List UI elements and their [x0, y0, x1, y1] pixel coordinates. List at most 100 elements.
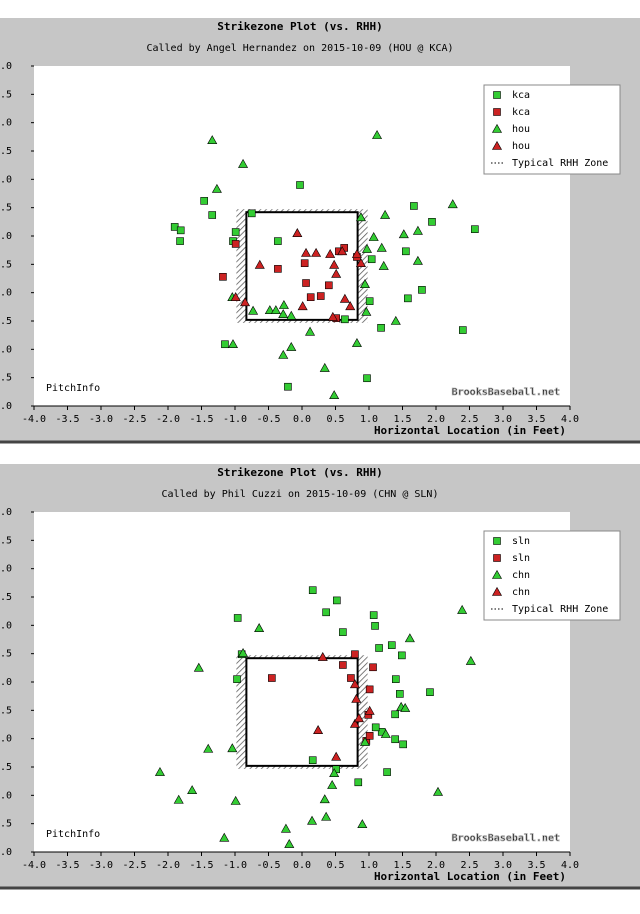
- x-tick-label: 1.0: [360, 414, 378, 425]
- pitch-point: [329, 259, 340, 269]
- pitch-point: [426, 688, 434, 697]
- pitch-point: [380, 729, 391, 738]
- pitch-point: [316, 292, 325, 300]
- legend-marker: [493, 554, 501, 562]
- x-tick-label: 2.0: [427, 860, 445, 871]
- y-tick-label: 5.5: [0, 89, 12, 100]
- x-tick-label: -3.5: [55, 414, 79, 425]
- x-tick-label: 0.0: [293, 414, 311, 425]
- pitch-point: [337, 246, 348, 256]
- pitch-point: [311, 247, 322, 257]
- legend-marker: [493, 537, 501, 545]
- pitch-point: [369, 611, 378, 619]
- pitch-point: [351, 650, 359, 659]
- watermark: BrooksBaseball.net: [452, 387, 560, 398]
- pitch-point: [329, 768, 340, 778]
- pitch-point: [402, 247, 410, 256]
- legend-label: hou: [512, 141, 530, 152]
- pitch-point: [274, 265, 282, 273]
- pitch-point: [307, 815, 318, 825]
- pitch-point: [305, 326, 316, 336]
- y-tick-label: 5.0: [0, 118, 12, 129]
- y-tick-label: 2.5: [0, 259, 12, 270]
- legend-marker: [491, 586, 503, 596]
- y-tick-label: 6.0: [0, 507, 12, 518]
- pitch-point: [292, 228, 303, 237]
- pitch-point: [391, 675, 400, 683]
- pitch-point: [247, 209, 256, 218]
- pitch-point: [284, 838, 295, 848]
- x-tick-label: -0.5: [256, 860, 280, 871]
- zone-inner: [246, 658, 358, 766]
- pitch-point: [286, 310, 297, 320]
- chart-title: Strikezone Plot (vs. RHH): [217, 20, 383, 33]
- pitch-point: [329, 390, 340, 400]
- pitch-point: [390, 315, 401, 325]
- x-tick-label: 3.5: [527, 860, 545, 871]
- legend-label: Typical RHH Zone: [512, 604, 608, 615]
- pitch-point: [227, 339, 239, 349]
- pitch-point: [331, 751, 342, 761]
- pitch-point: [380, 209, 391, 219]
- x-tick-label: 0.5: [326, 414, 344, 425]
- pitch-point: [341, 315, 349, 324]
- legend-marker: [491, 140, 503, 150]
- pitch-point: [211, 183, 222, 193]
- x-tick-label: 1.0: [360, 860, 378, 871]
- pitch-point: [333, 596, 341, 605]
- x-tick-label: 1.5: [393, 414, 411, 425]
- y-tick-label: 0.5: [0, 819, 12, 830]
- pitch-point: [391, 710, 399, 719]
- x-tick-label: -1.5: [189, 860, 213, 871]
- pitch-point: [173, 794, 184, 804]
- pitch-point: [457, 604, 468, 614]
- pitch-point: [238, 158, 249, 168]
- legend-label: chn: [512, 570, 530, 581]
- x-tick-label: -2.0: [156, 860, 180, 871]
- chart-title: Strikezone Plot (vs. RHH): [217, 466, 383, 479]
- x-tick-label: 4.0: [561, 860, 579, 871]
- pitch-point: [154, 766, 165, 776]
- x-tick-label: -3.0: [89, 414, 113, 425]
- pitch-point: [357, 819, 368, 829]
- pitch-point: [274, 237, 282, 245]
- pitch-point: [359, 736, 370, 746]
- pitch-point: [351, 249, 362, 258]
- pitch-point: [447, 199, 458, 209]
- pitch-point: [327, 311, 338, 321]
- y-tick-label: 1.0: [0, 344, 12, 355]
- pitch-point: [308, 756, 317, 765]
- watermark: BrooksBaseball.net: [452, 833, 560, 844]
- pitch-point: [375, 644, 383, 652]
- y-tick-label: 3.0: [0, 677, 12, 688]
- x-tick-label: -1.0: [223, 860, 247, 871]
- y-tick-label: 0.0: [0, 847, 12, 858]
- pitch-point: [432, 786, 444, 796]
- pitch-point: [238, 647, 249, 657]
- pitch-point: [200, 197, 208, 205]
- y-tick-label: 4.5: [0, 592, 12, 603]
- pitch-point: [339, 293, 350, 303]
- pitch-point: [278, 300, 289, 309]
- pitch-point: [176, 226, 185, 235]
- pitch-point: [313, 725, 324, 734]
- y-tick-label: 0.5: [0, 373, 12, 384]
- legend-marker: [493, 91, 501, 99]
- pitch-point: [412, 255, 423, 265]
- pitch-point: [233, 675, 241, 683]
- pitch-point: [187, 785, 198, 795]
- y-tick-label: 2.5: [0, 705, 12, 716]
- pitch-point: [404, 633, 415, 643]
- pitch-point: [321, 811, 332, 821]
- watermark: PitchInfo: [46, 829, 100, 840]
- x-tick-label: 0.5: [326, 860, 344, 871]
- pitch-point: [398, 651, 406, 660]
- pitch-point: [371, 622, 379, 630]
- pitch-point: [297, 301, 308, 311]
- pitch-point: [359, 279, 370, 288]
- legend-marker: [493, 108, 501, 116]
- pitch-point: [207, 135, 218, 145]
- y-tick-label: 2.0: [0, 734, 12, 745]
- pitch-point: [325, 249, 336, 258]
- x-tick-label: 3.0: [494, 860, 512, 871]
